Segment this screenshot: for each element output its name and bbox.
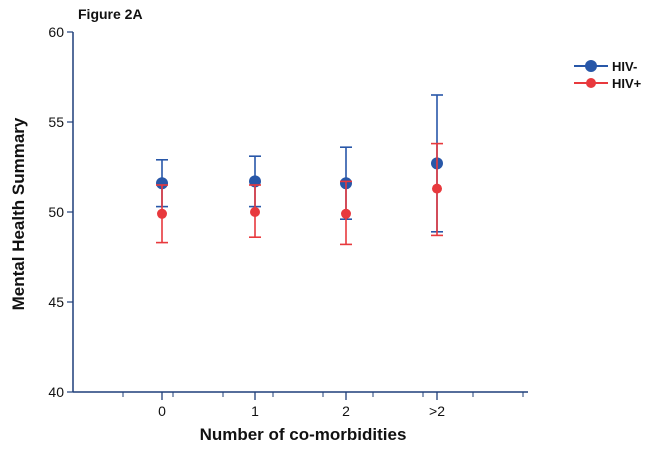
y-tick-label: 50 (48, 204, 64, 220)
x-tick-label: >2 (429, 403, 445, 419)
legend-marker (585, 60, 597, 72)
y-tick-label: 40 (48, 384, 64, 400)
legend-label: HIV- (612, 59, 637, 74)
data-point (341, 208, 351, 219)
y-axis-label: Mental Health Summary (9, 117, 28, 310)
figure-label: Figure 2A (78, 6, 143, 22)
legend-label: HIV+ (612, 76, 642, 91)
data-point (250, 207, 260, 217)
series-2 (156, 142, 443, 246)
y-tick-label: 45 (48, 294, 64, 310)
series-1 (156, 94, 443, 233)
legend-item: HIV+ (574, 76, 642, 91)
x-tick-label: 0 (158, 403, 166, 419)
data-point (156, 177, 168, 190)
y-axis-ticks: 40 45 50 55 60 (48, 24, 73, 400)
x-axis-ticks: 0 1 2 >2 (122, 392, 524, 419)
x-tick-label: 2 (342, 403, 350, 419)
data-point (157, 208, 167, 219)
series-layer (156, 94, 443, 246)
x-axis-label: Number of co-morbidities (200, 425, 407, 444)
legend-marker (586, 78, 596, 88)
legend-item: HIV- (574, 59, 637, 74)
x-tick-label: 1 (251, 403, 259, 419)
y-tick-label: 60 (48, 24, 64, 40)
y-tick-label: 55 (48, 114, 64, 130)
data-point (432, 183, 442, 194)
legend: HIV- HIV+ (574, 59, 642, 91)
